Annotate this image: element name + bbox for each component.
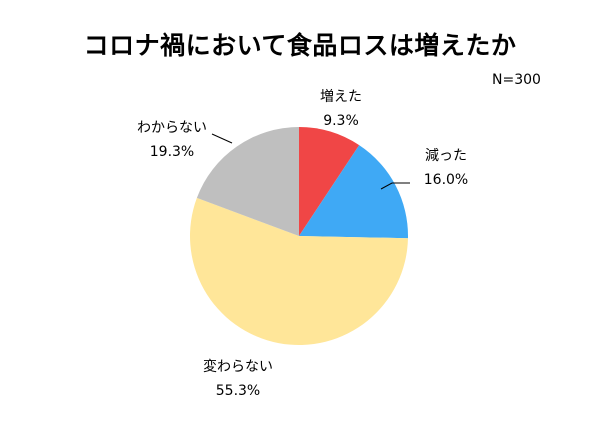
slice-category-unchanged: 変わらない [203,359,273,375]
slice-label-decreased: 減った 16.0% [424,144,468,192]
slice-value-unchanged: 55.3% [215,383,261,399]
pie-slice-unknown [196,127,299,236]
slice-label-unknown: わからない 19.3% [137,116,207,164]
slice-category-decreased: 減った [424,148,467,164]
leader-line-decreased [380,182,410,190]
slice-category-unknown: わからない [137,120,207,136]
slice-label-increased: 増えた 9.3% [320,85,362,133]
pie-slice-unchanged [189,197,408,346]
slice-label-unchanged: 変わらない 55.3% [203,355,273,403]
chart-title: コロナ禍において食品ロスは増えたか [83,31,517,60]
slice-value-unknown: 19.3% [149,144,195,160]
leader-line-unknown [211,133,233,144]
sample-size-note: N=300 [492,72,541,88]
pie-slice-increased [299,127,360,236]
slice-value-increased: 9.3% [323,113,359,129]
pie-slice-decreased [299,145,408,239]
slice-category-increased: 増えた [320,89,362,105]
slice-value-decreased: 16.0% [423,172,469,188]
